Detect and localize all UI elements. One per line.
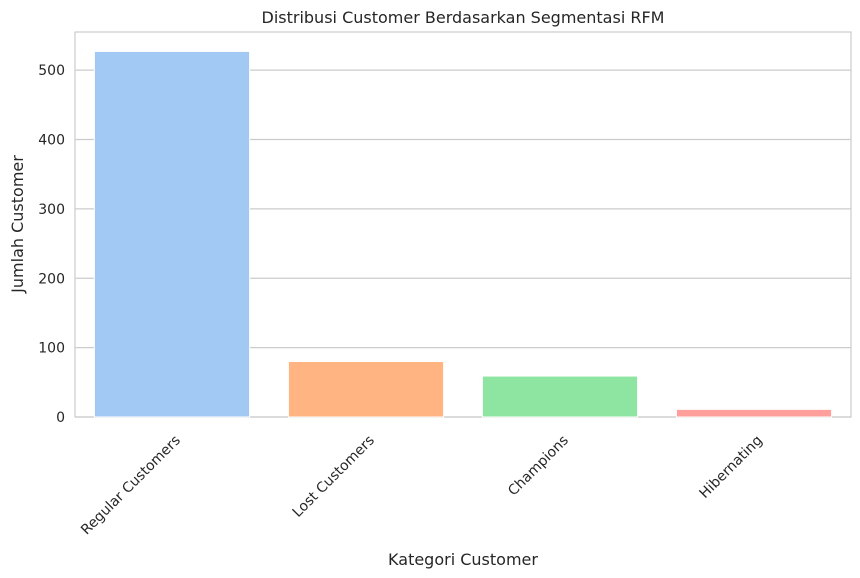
- x-tick-label: Lost Customers: [290, 433, 378, 521]
- x-tick-label: Champions: [505, 433, 572, 500]
- y-tick-label: 300: [38, 202, 65, 218]
- bar-champions: [481, 375, 639, 418]
- y-tick-label: 100: [38, 341, 65, 357]
- chart-title: Distribusi Customer Berdasarkan Segmenta…: [262, 8, 665, 27]
- bar-regular-customers: [93, 50, 251, 418]
- y-tick-labels: 0 100 200 300 400 500: [38, 63, 65, 426]
- y-tick-label: 500: [38, 63, 65, 79]
- bar-hibernating: [675, 408, 833, 418]
- x-tick-label: Hibernating: [697, 433, 766, 502]
- bar-lost-customers: [287, 361, 445, 418]
- y-tick-label: 0: [56, 410, 65, 426]
- y-axis-label: Jumlah Customer: [8, 155, 27, 294]
- x-tick-label: Regular Customers: [78, 433, 184, 539]
- y-tick-label: 400: [38, 133, 65, 149]
- x-tick-labels: Regular Customers Lost Customers Champions…: [78, 433, 766, 539]
- bars: [93, 50, 833, 418]
- x-axis-label: Kategori Customer: [388, 550, 538, 569]
- y-tick-label: 200: [38, 271, 65, 287]
